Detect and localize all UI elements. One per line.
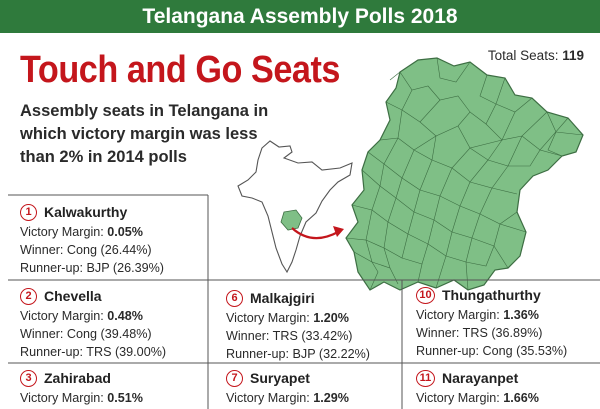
seat-number-badge: 1 [20, 203, 37, 221]
seat-name: Thungathurthy [442, 287, 541, 303]
runner-up-label: Runner-up: [20, 345, 84, 359]
curved-arrow [291, 227, 339, 240]
margin-label: Victory Margin: [226, 391, 310, 405]
seat-name: Narayanpet [442, 370, 519, 386]
margin-label: Victory Margin: [20, 391, 104, 405]
runner-up-label: Runner-up: [416, 344, 480, 358]
seat-number-badge: 11 [416, 369, 435, 387]
arrow-head [333, 226, 344, 237]
margin-label: Victory Margin: [416, 308, 500, 322]
seat-number-badge: 2 [20, 287, 37, 305]
margin-value: 1.20% [313, 311, 349, 325]
subtitle: Assembly seats in Telangana in which vic… [20, 102, 269, 166]
margin-value: 0.48% [107, 309, 143, 323]
runner-up-value: BJP (32.22%) [292, 347, 370, 361]
margin-value: 0.51% [107, 391, 143, 405]
seat-number-badge: 10 [416, 286, 435, 304]
headline: Touch and Go Seats [20, 49, 341, 91]
banner-title: Telangana Assembly Polls 2018 [0, 0, 600, 33]
runner-up-value: BJP (26.39%) [86, 261, 164, 275]
winner-value: TRS (36.89%) [462, 326, 543, 340]
runner-up-value: TRS (39.00%) [86, 345, 167, 359]
total-seats: Total Seats: 119 [488, 48, 584, 63]
margin-value: 1.66% [503, 391, 539, 405]
seat-number-badge: 3 [20, 369, 37, 387]
winner-value: TRS (33.42%) [272, 329, 353, 343]
winner-value: Cong (26.44%) [66, 243, 152, 257]
seat-card: 3 Zahirabad Victory Margin: 0.51% [20, 367, 143, 407]
winner-label: Winner: [20, 327, 64, 341]
margin-value: 1.36% [503, 308, 539, 322]
seat-name: Chevella [44, 288, 102, 304]
seat-name: Kalwakurthy [44, 204, 128, 220]
margin-label: Victory Margin: [20, 309, 104, 323]
total-seats-label: Total Seats: [487, 48, 559, 63]
runner-up-value: Cong (35.53%) [482, 344, 568, 358]
telangana-district-map [345, 57, 584, 291]
seat-card: 10 Thungathurthy Victory Margin: 1.36% Wi… [416, 284, 567, 360]
margin-label: Victory Margin: [20, 225, 104, 239]
seat-card: 7 Suryapet Victory Margin: 1.29% [226, 367, 349, 407]
seat-card: 6 Malkajgiri Victory Margin: 1.20% Winner… [226, 287, 370, 363]
seat-card: 1 Kalwakurthy Victory Margin: 0.05% Winne… [20, 201, 164, 277]
seat-card: 2 Chevella Victory Margin: 0.48% Winner: … [20, 285, 166, 361]
seat-name: Zahirabad [44, 370, 111, 386]
telangana-inset-highlight [280, 209, 303, 231]
winner-value: Cong (39.48%) [66, 327, 152, 341]
seat-card: 11 Narayanpet Victory Margin: 1.66% [416, 367, 539, 407]
india-outline-map [237, 140, 353, 274]
runner-up-label: Runner-up: [20, 261, 84, 275]
margin-value: 0.05% [107, 225, 143, 239]
winner-label: Winner: [416, 326, 460, 340]
margin-label: Victory Margin: [416, 391, 500, 405]
runner-up-label: Runner-up: [226, 347, 290, 361]
total-seats-value: 119 [562, 48, 584, 63]
margin-value: 1.29% [313, 391, 349, 405]
margin-label: Victory Margin: [226, 311, 310, 325]
winner-label: Winner: [226, 329, 270, 343]
seat-name: Suryapet [250, 370, 310, 386]
seat-name: Malkajgiri [250, 290, 315, 306]
seat-number-badge: 7 [226, 369, 243, 387]
seat-number-badge: 6 [226, 289, 243, 307]
winner-label: Winner: [20, 243, 64, 257]
